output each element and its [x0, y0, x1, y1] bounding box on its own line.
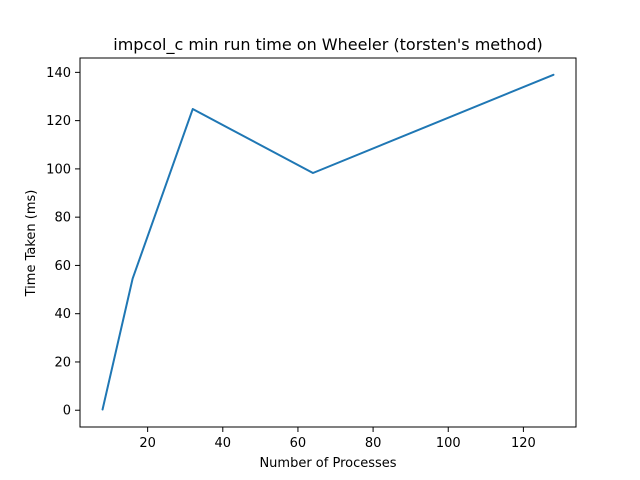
plot-area [79, 57, 577, 428]
chart-title: impcol_c min run time on Wheeler (torste… [113, 35, 542, 55]
y-tick-label: 60 [54, 259, 71, 274]
y-tick-label: 0 [63, 404, 71, 419]
x-tick-label: 20 [139, 436, 156, 451]
y-tick-label: 120 [46, 114, 71, 129]
y-tick-label: 40 [54, 307, 71, 322]
plot-frame [79, 57, 577, 428]
x-axis-ticks: 20 40 60 80 100 120 [139, 427, 536, 451]
y-tick-label: 20 [54, 355, 71, 370]
x-tick-label: 40 [215, 436, 232, 451]
y-tick-label: 80 [54, 211, 71, 226]
x-tick-label: 80 [365, 436, 382, 451]
y-tick-label: 100 [46, 162, 71, 177]
x-axis-label: Number of Processes [259, 456, 396, 471]
series-layer [101, 73, 555, 411]
y-axis-label: Time Taken (ms) [24, 190, 39, 298]
y-axis-ticks: 0 20 40 60 80 100 120 140 [46, 66, 80, 419]
x-tick-label: 60 [290, 436, 307, 451]
x-tick-label: 120 [511, 436, 536, 451]
series-line-0 [101, 73, 555, 411]
x-tick-label: 100 [436, 436, 461, 451]
y-tick-label: 140 [46, 66, 71, 81]
